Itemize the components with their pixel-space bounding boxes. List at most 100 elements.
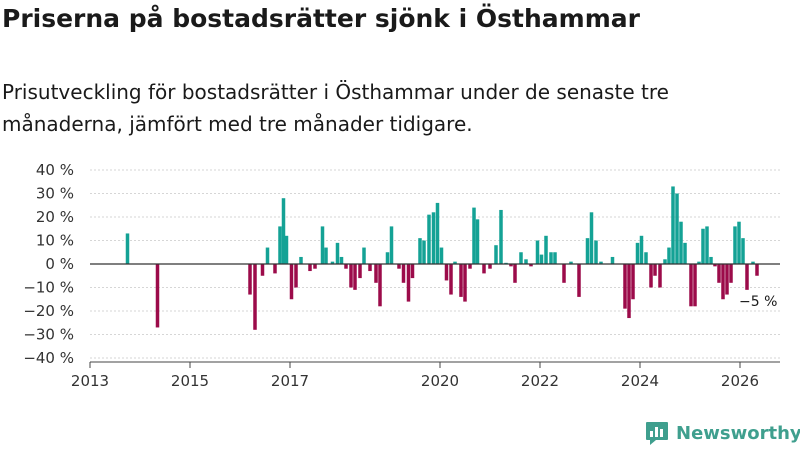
bar-series bbox=[125, 186, 759, 330]
bar bbox=[635, 242, 640, 264]
bar bbox=[488, 264, 492, 269]
bar bbox=[344, 264, 348, 269]
bar bbox=[562, 264, 566, 283]
bar bbox=[330, 261, 335, 264]
bar bbox=[701, 228, 705, 264]
bar bbox=[667, 247, 671, 264]
y-tick-label: 10 % bbox=[36, 232, 74, 250]
bar bbox=[468, 264, 472, 269]
bar bbox=[745, 264, 749, 290]
bar bbox=[422, 240, 426, 264]
end-value-label: −5 % bbox=[739, 294, 777, 310]
bar bbox=[284, 235, 289, 264]
bar bbox=[289, 264, 294, 300]
bar bbox=[294, 264, 298, 288]
brand-name: Newsworthy bbox=[676, 422, 800, 444]
bar bbox=[513, 264, 517, 283]
bar bbox=[313, 264, 317, 269]
bar bbox=[729, 264, 733, 283]
newsworthy-logo-icon bbox=[646, 422, 668, 445]
bar bbox=[463, 264, 467, 302]
bar bbox=[439, 247, 444, 264]
bar bbox=[253, 264, 257, 330]
bar bbox=[658, 264, 662, 288]
bar bbox=[397, 264, 401, 269]
bar bbox=[644, 252, 648, 264]
bar bbox=[693, 264, 697, 307]
bar bbox=[320, 226, 325, 264]
bar bbox=[589, 212, 594, 264]
bar bbox=[683, 242, 687, 264]
newsworthy-logo[interactable]: Newsworthy bbox=[644, 420, 800, 446]
bar bbox=[335, 242, 340, 264]
bar bbox=[529, 264, 533, 267]
x-tick-label: 2024 bbox=[621, 372, 659, 390]
bar bbox=[368, 264, 372, 272]
bar bbox=[374, 264, 378, 283]
bar bbox=[524, 259, 528, 264]
bar bbox=[539, 254, 544, 264]
bar bbox=[449, 264, 453, 295]
bar bbox=[599, 261, 603, 264]
bar bbox=[721, 264, 725, 300]
y-axis: 40 % 30 % 20 % 10 % 0 % −10 % −20 % −30 % −40 % bbox=[23, 161, 74, 367]
bar bbox=[418, 238, 422, 264]
bar bbox=[549, 252, 553, 264]
y-tick-label: −30 % bbox=[23, 326, 74, 344]
x-axis: 2013 2015 2017 2020 2022 2024 2026 bbox=[71, 361, 780, 390]
bar bbox=[278, 226, 282, 264]
bar bbox=[594, 240, 598, 264]
bar bbox=[155, 264, 160, 328]
bar bbox=[733, 226, 737, 264]
bar bbox=[378, 264, 382, 307]
chart-title: Priserna på bostadsrätter sjönk i Östham… bbox=[2, 4, 640, 33]
bar bbox=[675, 193, 679, 264]
bar bbox=[623, 264, 627, 309]
bar bbox=[499, 209, 503, 264]
bar bbox=[358, 264, 362, 279]
bar bbox=[705, 226, 709, 264]
bar bbox=[349, 264, 353, 288]
x-tick-label: 2015 bbox=[171, 372, 209, 390]
bar bbox=[671, 186, 675, 264]
y-tick-label: −10 % bbox=[23, 279, 74, 297]
bar bbox=[431, 212, 436, 264]
bar bbox=[265, 247, 270, 264]
y-tick-label: 20 % bbox=[36, 208, 74, 226]
y-tick-label: 0 % bbox=[45, 255, 74, 273]
bar bbox=[610, 256, 615, 264]
y-tick-label: −40 % bbox=[23, 349, 74, 367]
bar bbox=[544, 235, 548, 264]
x-tick-label: 2013 bbox=[71, 372, 109, 390]
bar bbox=[519, 252, 523, 264]
bar bbox=[509, 264, 513, 267]
bar bbox=[324, 247, 328, 264]
bar bbox=[755, 264, 759, 276]
bar bbox=[709, 256, 713, 264]
x-tick-label: 2020 bbox=[421, 372, 459, 390]
bar bbox=[125, 233, 130, 264]
bar bbox=[569, 261, 573, 264]
bar bbox=[639, 235, 644, 264]
bar bbox=[444, 264, 449, 281]
bar bbox=[482, 264, 486, 274]
bar bbox=[725, 264, 729, 295]
bar bbox=[260, 264, 265, 276]
bar bbox=[627, 264, 631, 319]
bar bbox=[427, 214, 431, 264]
y-tick-label: −20 % bbox=[23, 302, 74, 320]
bar bbox=[553, 252, 557, 264]
chart-subtitle: Prisutveckling för bostadsrätter i Östha… bbox=[2, 80, 669, 136]
bar bbox=[494, 245, 498, 264]
bar bbox=[453, 261, 457, 264]
bar bbox=[737, 221, 741, 264]
bar bbox=[717, 264, 721, 283]
bar bbox=[679, 221, 683, 264]
bar bbox=[472, 207, 476, 264]
bar bbox=[281, 198, 286, 264]
bar bbox=[362, 247, 366, 264]
bar bbox=[741, 238, 745, 264]
bar bbox=[410, 264, 415, 279]
annotations: −5 % bbox=[90, 263, 780, 310]
